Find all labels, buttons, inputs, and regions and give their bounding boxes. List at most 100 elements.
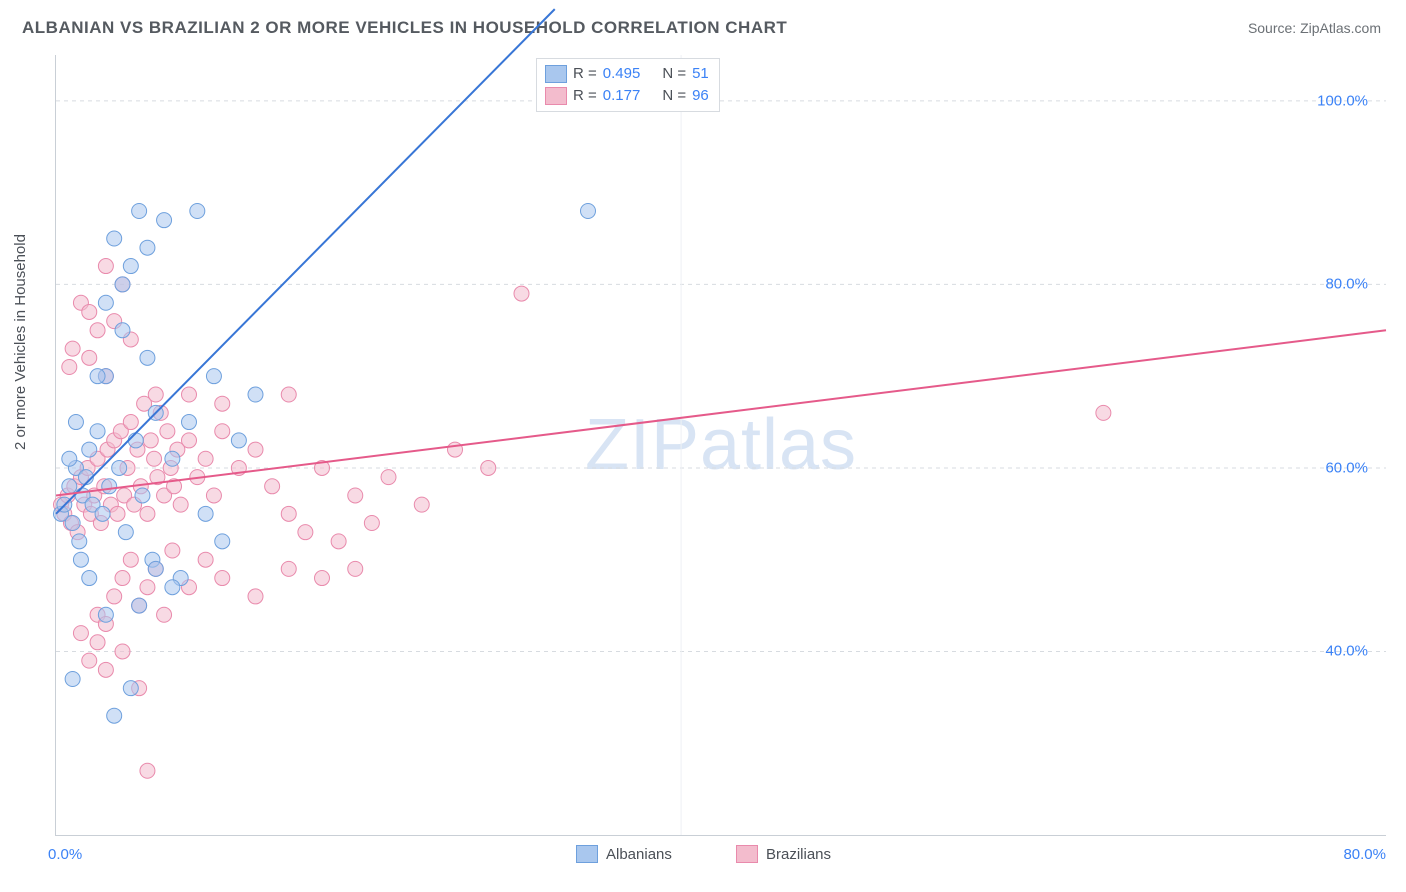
- scatter-point: [68, 415, 83, 430]
- scatter-point: [331, 534, 346, 549]
- plot-area: ZIPatlas 40.0%60.0%80.0%100.0% 0.0% 80.0…: [55, 55, 1386, 836]
- scatter-point: [381, 470, 396, 485]
- scatter-point: [165, 543, 180, 558]
- scatter-point: [248, 442, 263, 457]
- scatter-point: [514, 286, 529, 301]
- r-value-0: 0.495: [603, 63, 641, 85]
- scatter-point: [298, 525, 313, 540]
- swatch-bottom-albanians: [576, 845, 598, 863]
- scatter-point: [157, 607, 172, 622]
- y-tick-label: 60.0%: [1325, 459, 1368, 476]
- n-value-1: 96: [692, 85, 709, 107]
- scatter-point: [115, 323, 130, 338]
- scatter-point: [90, 635, 105, 650]
- scatter-point: [102, 479, 117, 494]
- scatter-point: [348, 561, 363, 576]
- scatter-point: [182, 415, 197, 430]
- scatter-point: [140, 350, 155, 365]
- scatter-point: [182, 387, 197, 402]
- scatter-point: [198, 451, 213, 466]
- scatter-point: [95, 506, 110, 521]
- scatter-point: [173, 497, 188, 512]
- legend-row-albanians: R = 0.495 N = 51: [545, 63, 709, 85]
- scatter-point: [148, 387, 163, 402]
- legend-label-brazilians: Brazilians: [766, 846, 831, 863]
- scatter-point: [143, 433, 158, 448]
- r-label-0: R =: [573, 63, 597, 85]
- scatter-point: [82, 350, 97, 365]
- scatter-point: [348, 488, 363, 503]
- scatter-point: [140, 763, 155, 778]
- scatter-point: [90, 323, 105, 338]
- scatter-point: [198, 506, 213, 521]
- scatter-point: [65, 672, 80, 687]
- r-value-1: 0.177: [603, 85, 641, 107]
- y-tick-label: 80.0%: [1325, 276, 1368, 293]
- scatter-point: [248, 387, 263, 402]
- scatter-point: [281, 506, 296, 521]
- scatter-point: [123, 681, 138, 696]
- scatter-point: [248, 589, 263, 604]
- scatter-point: [140, 506, 155, 521]
- scatter-point: [148, 561, 163, 576]
- y-tick-label: 100.0%: [1317, 92, 1368, 109]
- scatter-point: [73, 626, 88, 641]
- correlation-legend: R = 0.495 N = 51 R = 0.177 N = 96: [536, 58, 720, 112]
- scatter-point: [581, 204, 596, 219]
- x-tick-right: 80.0%: [1343, 846, 1386, 863]
- scatter-point: [82, 442, 97, 457]
- scatter-point: [82, 653, 97, 668]
- scatter-point: [140, 240, 155, 255]
- scatter-point: [364, 516, 379, 531]
- scatter-point: [123, 415, 138, 430]
- scatter-point: [65, 341, 80, 356]
- scatter-point: [215, 424, 230, 439]
- scatter-point: [160, 424, 175, 439]
- scatter-point: [147, 451, 162, 466]
- x-tick-left: 0.0%: [48, 846, 82, 863]
- scatter-point: [98, 259, 113, 274]
- r-label-1: R =: [573, 85, 597, 107]
- scatter-point: [140, 580, 155, 595]
- scatter-point: [190, 204, 205, 219]
- scatter-point: [90, 369, 105, 384]
- chart-svg: [56, 55, 1386, 835]
- scatter-point: [182, 433, 197, 448]
- scatter-point: [98, 607, 113, 622]
- n-value-0: 51: [692, 63, 709, 85]
- n-label-0: N =: [662, 63, 686, 85]
- scatter-point: [123, 259, 138, 274]
- swatch-brazilians: [545, 87, 567, 105]
- scatter-point: [115, 277, 130, 292]
- scatter-point: [73, 552, 88, 567]
- legend-row-brazilians: R = 0.177 N = 96: [545, 85, 709, 107]
- series-legend-brazilians: Brazilians: [736, 845, 831, 863]
- scatter-point: [231, 433, 246, 448]
- scatter-point: [281, 387, 296, 402]
- scatter-point: [132, 204, 147, 219]
- scatter-point: [107, 589, 122, 604]
- scatter-point: [215, 571, 230, 586]
- scatter-point: [82, 571, 97, 586]
- scatter-point: [98, 662, 113, 677]
- scatter-point: [135, 488, 150, 503]
- chart-title: ALBANIAN VS BRAZILIAN 2 OR MORE VEHICLES…: [22, 18, 787, 38]
- scatter-point: [118, 525, 133, 540]
- scatter-point: [206, 488, 221, 503]
- scatter-point: [215, 534, 230, 549]
- scatter-point: [157, 213, 172, 228]
- scatter-point: [414, 497, 429, 512]
- scatter-point: [107, 231, 122, 246]
- scatter-point: [265, 479, 280, 494]
- scatter-point: [123, 552, 138, 567]
- scatter-point: [112, 460, 127, 475]
- scatter-point: [115, 644, 130, 659]
- swatch-bottom-brazilians: [736, 845, 758, 863]
- scatter-point: [82, 304, 97, 319]
- scatter-point: [1096, 405, 1111, 420]
- scatter-point: [165, 451, 180, 466]
- scatter-point: [110, 506, 125, 521]
- scatter-point: [281, 561, 296, 576]
- scatter-point: [62, 479, 77, 494]
- scatter-point: [98, 295, 113, 310]
